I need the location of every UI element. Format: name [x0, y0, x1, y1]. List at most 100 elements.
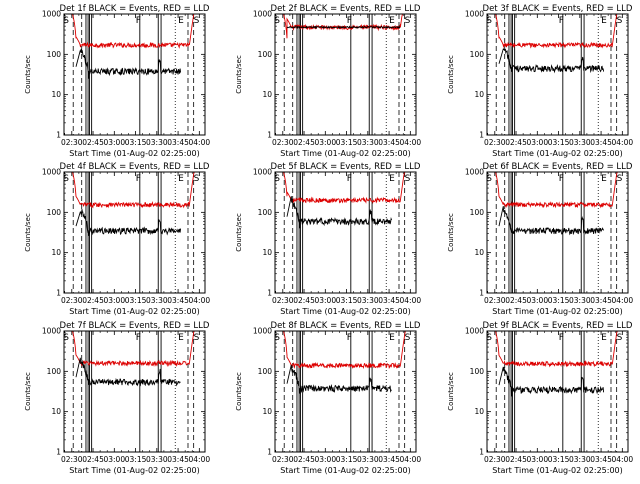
- y-tick-label: 10: [262, 248, 272, 257]
- y-tick-label: 1: [56, 448, 61, 457]
- marker-label: E: [178, 174, 184, 184]
- series-events-line: [498, 366, 605, 397]
- chart-title: Det 6f BLACK = Events, RED = LLD: [483, 162, 633, 172]
- x-tick-label: 04:00: [400, 455, 422, 464]
- x-tick-label: 02:45: [505, 296, 527, 305]
- plot-frame: [274, 171, 417, 294]
- y-tick-label: 1: [479, 131, 484, 140]
- x-tick-label: 02:45: [293, 138, 315, 147]
- y-tick-label: 10: [51, 407, 61, 416]
- x-tick-label: 03:00: [103, 296, 125, 305]
- chart-title: Det 2f BLACK = Events, RED = LLD: [271, 4, 421, 14]
- y-tick-label: 1000: [465, 168, 484, 177]
- y-tick-label: 10: [474, 90, 484, 99]
- y-tick-label: 100: [47, 50, 62, 59]
- marker-label: S: [617, 174, 623, 184]
- series-lld-line: [495, 13, 621, 49]
- series-events-line: [286, 364, 392, 395]
- plot-frame: [486, 13, 629, 136]
- chart-title: Det 3f BLACK = Events, RED = LLD: [483, 4, 633, 14]
- x-tick-label: 03:45: [167, 455, 189, 464]
- x-tick-label: 03:30: [146, 296, 168, 305]
- plot-frame: [486, 330, 629, 453]
- x-tick-label: 03:00: [314, 455, 336, 464]
- y-axis-label: Counts/sec: [24, 213, 32, 252]
- y-tick-label: 100: [47, 208, 62, 217]
- x-tick-label: 02:30: [272, 296, 294, 305]
- x-axis-label: Start Time (01-Aug-02 02:25:00): [492, 149, 623, 158]
- x-tick-label: 04:00: [400, 138, 422, 147]
- marker-label: S: [274, 174, 280, 184]
- x-tick-label: 03:30: [357, 138, 379, 147]
- x-tick-label: 02:45: [293, 296, 315, 305]
- marker-label: S: [63, 174, 69, 184]
- series-lld-line: [72, 171, 198, 209]
- marker-label: F: [559, 16, 564, 26]
- x-tick-label: 03:30: [569, 455, 591, 464]
- series-events-line: [286, 196, 393, 229]
- marker-label: S: [63, 333, 69, 343]
- x-axis-label: Start Time (01-Aug-02 02:25:00): [280, 307, 411, 316]
- marker-label: F: [347, 333, 352, 343]
- plot-frame: [274, 330, 417, 453]
- x-tick-label: 03:15: [336, 138, 358, 147]
- x-tick-label: 03:00: [526, 138, 548, 147]
- y-tick-label: 1000: [42, 327, 61, 336]
- y-tick-label: 10: [262, 90, 272, 99]
- x-tick-label: 03:45: [590, 455, 612, 464]
- x-axis-label: Start Time (01-Aug-02 02:25:00): [280, 149, 411, 158]
- x-tick-label: 03:15: [336, 296, 358, 305]
- marker-label: S: [405, 174, 411, 184]
- y-tick-label: 1000: [42, 168, 61, 177]
- x-tick-label: 03:15: [125, 296, 147, 305]
- x-tick-label: 02:45: [82, 138, 104, 147]
- chart-panel-3: Det 3f BLACK = Events, RED = LLD Counts/s…: [447, 4, 633, 158]
- x-axis-label: Start Time (01-Aug-02 02:25:00): [492, 307, 623, 316]
- chart-panel-5: Det 5f BLACK = Events, RED = LLD Counts/s…: [235, 162, 421, 316]
- y-tick-label: 100: [258, 208, 273, 217]
- series-events-line: [75, 209, 182, 236]
- x-tick-label: 02:30: [272, 138, 294, 147]
- series-lld-line: [283, 330, 409, 370]
- marker-label: S: [486, 174, 492, 184]
- y-tick-label: 1: [267, 289, 272, 298]
- marker-label: S: [274, 16, 280, 26]
- x-tick-label: 03:30: [146, 455, 168, 464]
- marker-label: S: [486, 16, 492, 26]
- marker-label: S: [405, 16, 411, 26]
- chart-title: Det 1f BLACK = Events, RED = LLD: [60, 4, 210, 14]
- y-axis-label: Counts/sec: [24, 372, 32, 411]
- y-axis-label: Counts/sec: [235, 213, 243, 252]
- x-tick-label: 03:15: [336, 455, 358, 464]
- marker-label: S: [486, 333, 492, 343]
- marker-label: E: [601, 333, 607, 343]
- x-tick-label: 04:00: [189, 296, 211, 305]
- series-lld-line: [72, 13, 198, 49]
- chart-title: Det 7f BLACK = Events, RED = LLD: [60, 321, 210, 331]
- x-tick-label: 02:45: [505, 138, 527, 147]
- marker-label: E: [389, 333, 395, 343]
- x-axis-label: Start Time (01-Aug-02 02:25:00): [69, 307, 200, 316]
- y-tick-label: 10: [474, 407, 484, 416]
- x-tick-label: 04:00: [612, 455, 634, 464]
- chart-title: Det 8f BLACK = Events, RED = LLD: [271, 321, 421, 331]
- chart-panel-2: Det 2f BLACK = Events, RED = LLD Counts/s…: [235, 4, 421, 158]
- series-events-line: [75, 357, 181, 387]
- x-tick-label: 04:00: [612, 296, 634, 305]
- series-lld-line: [495, 330, 621, 368]
- y-tick-label: 1000: [253, 10, 272, 19]
- x-axis-label: Start Time (01-Aug-02 02:25:00): [69, 149, 200, 158]
- marker-label: S: [617, 16, 623, 26]
- marker-label: F: [136, 174, 141, 184]
- x-tick-label: 03:45: [167, 296, 189, 305]
- x-tick-label: 02:30: [272, 455, 294, 464]
- chart-title: Det 5f BLACK = Events, RED = LLD: [271, 162, 421, 172]
- x-tick-label: 03:30: [569, 296, 591, 305]
- marker-label: E: [389, 16, 395, 26]
- series-events-line: [498, 47, 605, 74]
- plot-frame: [486, 171, 629, 294]
- y-axis-label: Counts/sec: [447, 55, 455, 94]
- series-events-line: [498, 206, 604, 236]
- x-tick-label: 03:15: [548, 138, 570, 147]
